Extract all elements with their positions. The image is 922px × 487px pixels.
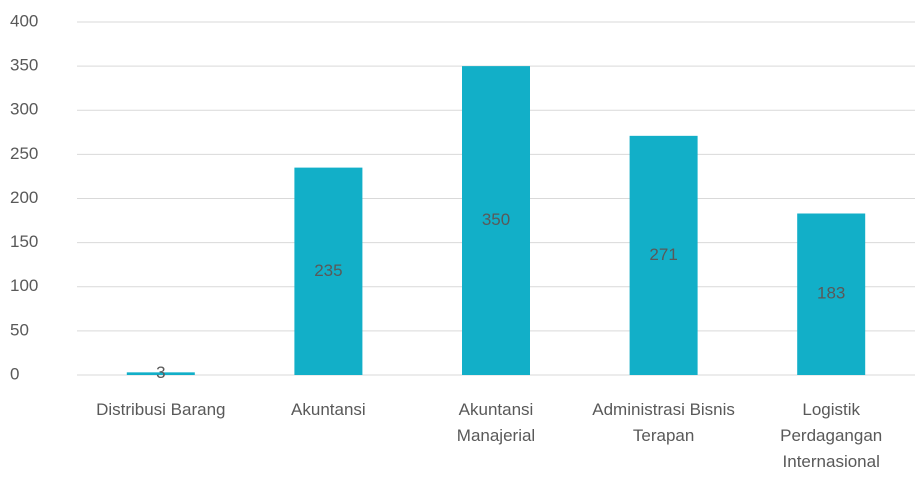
y-tick-label: 250 bbox=[10, 144, 38, 163]
y-tick-label: 200 bbox=[10, 188, 38, 207]
data-label: 235 bbox=[314, 261, 342, 280]
x-tick-label: Akuntansi bbox=[291, 400, 366, 419]
data-label: 271 bbox=[649, 245, 677, 264]
data-label: 3 bbox=[156, 363, 165, 382]
y-tick-label: 150 bbox=[10, 232, 38, 251]
bar bbox=[294, 167, 363, 375]
y-tick-label: 400 bbox=[10, 11, 38, 30]
y-tick-label: 350 bbox=[10, 56, 38, 75]
y-tick-label: 0 bbox=[10, 364, 19, 383]
x-tick-label: Administrasi Bisnis Terapan bbox=[592, 400, 735, 445]
x-tick-label: Akuntansi Manajerial bbox=[456, 400, 536, 445]
x-tick-label: Logistik Perdagangan Internasional bbox=[780, 400, 883, 471]
bar bbox=[126, 372, 195, 375]
y-tick-label: 50 bbox=[10, 320, 29, 339]
x-tick-label: Distribusi Barang bbox=[96, 400, 226, 419]
data-label: 350 bbox=[482, 210, 510, 229]
bar bbox=[797, 213, 866, 375]
bar bbox=[629, 135, 698, 375]
y-tick-label: 100 bbox=[10, 276, 38, 295]
y-tick-label: 300 bbox=[10, 100, 38, 119]
bar bbox=[462, 66, 530, 375]
data-label: 183 bbox=[817, 284, 845, 303]
